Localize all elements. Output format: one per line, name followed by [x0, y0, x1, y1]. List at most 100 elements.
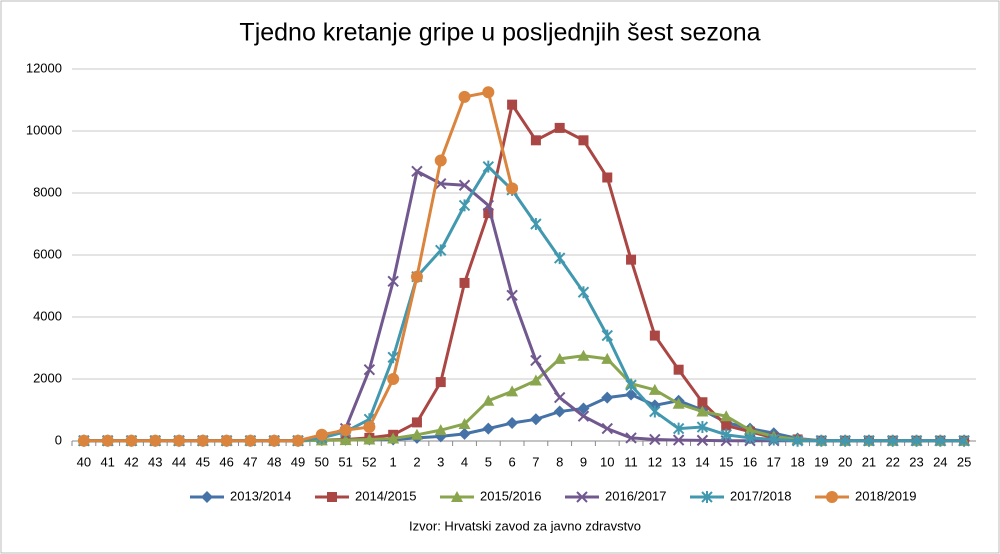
marker	[458, 179, 471, 191]
series-markers	[77, 86, 519, 447]
marker	[435, 244, 447, 257]
legend-label: 2013/2014	[230, 488, 291, 503]
marker	[387, 275, 399, 288]
marker	[458, 90, 471, 103]
marker	[529, 374, 542, 386]
y-tick-label: 2000	[33, 370, 62, 385]
marker	[744, 431, 756, 444]
marker	[451, 491, 463, 502]
marker	[363, 433, 376, 445]
marker	[601, 352, 614, 364]
marker	[815, 434, 828, 447]
y-tick-label: 6000	[33, 246, 62, 261]
marker	[720, 410, 733, 422]
x-tick-label: 6	[508, 454, 515, 469]
marker	[482, 199, 495, 212]
marker	[410, 270, 423, 283]
y-tick-label: 0	[55, 432, 62, 447]
marker	[601, 391, 614, 404]
x-tick-label: 48	[267, 454, 281, 469]
marker	[826, 491, 838, 503]
marker	[458, 417, 471, 429]
x-tick-label: 44	[172, 454, 186, 469]
marker	[483, 208, 494, 219]
marker	[673, 364, 684, 375]
x-tick-label: 50	[315, 454, 329, 469]
marker	[196, 434, 209, 447]
marker	[482, 422, 495, 435]
marker	[339, 434, 352, 446]
marker	[649, 330, 660, 341]
x-tick-label: 2	[413, 454, 420, 469]
marker	[434, 424, 447, 436]
x-tick-label: 51	[338, 454, 352, 469]
x-tick-label: 46	[219, 454, 233, 469]
marker	[696, 405, 709, 417]
marker	[507, 99, 518, 110]
marker	[410, 428, 423, 440]
marker	[744, 424, 756, 436]
marker	[720, 428, 732, 441]
marker	[553, 405, 566, 418]
x-tick-label: 24	[933, 454, 947, 469]
marker	[387, 432, 400, 444]
marker	[672, 434, 685, 446]
marker	[529, 413, 542, 426]
marker	[839, 434, 851, 447]
x-tick-label: 43	[148, 454, 162, 469]
x-tick-label: 10	[600, 454, 614, 469]
marker	[887, 434, 899, 447]
marker	[958, 434, 970, 447]
marker	[125, 434, 138, 447]
marker	[530, 354, 542, 367]
x-tick-label: 45	[196, 454, 210, 469]
marker	[910, 434, 923, 447]
x-tick-label: 8	[556, 454, 563, 469]
legend-label: 2015/2016	[480, 488, 541, 503]
marker	[77, 434, 90, 447]
marker	[578, 135, 589, 146]
marker	[696, 421, 709, 434]
marker	[721, 420, 732, 431]
marker	[696, 434, 709, 447]
x-tick-label: 19	[814, 454, 828, 469]
marker	[768, 433, 780, 446]
marker	[625, 432, 637, 444]
x-tick-label: 9	[580, 454, 587, 469]
legend-label: 2017/2018	[730, 488, 791, 503]
x-tick-label: 40	[77, 454, 91, 469]
x-tick-label: 11	[624, 454, 638, 469]
legend-label: 2014/2015	[355, 488, 416, 503]
marker	[576, 491, 588, 503]
marker	[934, 434, 947, 447]
marker	[625, 379, 637, 392]
marker	[649, 433, 661, 446]
marker	[339, 424, 352, 437]
x-tick-label: 3	[437, 454, 444, 469]
marker	[553, 391, 566, 404]
marker	[701, 491, 713, 503]
marker	[554, 122, 565, 133]
marker	[506, 385, 519, 397]
x-tick-label: 15	[719, 454, 733, 469]
marker	[268, 434, 281, 447]
legend-label: 2018/2019	[855, 488, 916, 503]
x-tick-label: 49	[291, 454, 305, 469]
marker	[220, 434, 233, 447]
marker	[173, 434, 186, 447]
marker	[577, 410, 590, 422]
marker	[530, 218, 542, 230]
marker	[626, 254, 637, 265]
x-tick-label: 12	[648, 454, 662, 469]
marker	[649, 405, 661, 418]
marker	[697, 397, 708, 408]
marker	[482, 394, 495, 406]
marker	[327, 492, 337, 502]
marker	[577, 286, 590, 299]
marker	[601, 422, 613, 435]
x-tick-label: 21	[862, 454, 876, 469]
x-tick-label: 16	[743, 454, 757, 469]
marker	[458, 199, 471, 212]
x-tick-label: 52	[362, 454, 376, 469]
